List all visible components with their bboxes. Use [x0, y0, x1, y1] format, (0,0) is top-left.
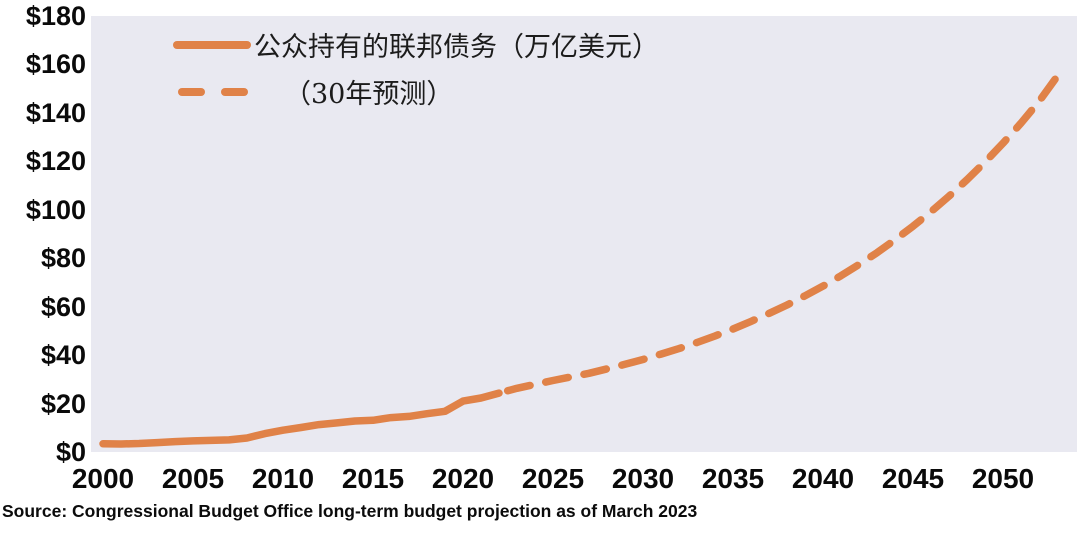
debt-lines-svg	[99, 72, 1061, 448]
x-tick-label: 2005	[161, 463, 225, 494]
y-tick-label: $80	[40, 243, 86, 274]
x-tick-label: 2020	[431, 463, 495, 494]
y-tick-label: $40	[40, 340, 86, 371]
legend-label-historical: 公众持有的联邦债务（万亿美元）	[254, 32, 659, 63]
legend-label-projection: （30年预测）	[284, 79, 454, 110]
y-axis: $0 $20 $40 $60 $80 $100 $120 $140 $160 $180	[0, 0, 86, 533]
legend-item-historical: 公众持有的联邦债务（万亿美元）	[173, 21, 659, 68]
x-tick-label: 2000	[71, 463, 135, 494]
y-tick-label: $60	[40, 291, 86, 322]
y-tick-label: $100	[25, 194, 86, 225]
y-tick-label: $140	[25, 97, 86, 128]
legend-item-projection: （30年预测）	[173, 68, 659, 115]
x-tick-label: 2050	[971, 463, 1035, 494]
solid-line-swatch	[173, 40, 251, 49]
x-tick-label: 2035	[701, 463, 765, 494]
historical-debt-line	[99, 389, 503, 448]
x-tick-label: 2025	[521, 463, 585, 494]
x-tick-label: 2015	[341, 463, 405, 494]
x-axis: 2000 2005 2010 2015 2020 2025 2030 2035 2040 2045…	[0, 462, 1080, 498]
y-tick-label: $180	[25, 1, 86, 31]
dashed-line-swatch	[178, 87, 248, 96]
y-tick-label: $160	[25, 49, 86, 80]
legend: 公众持有的联邦债务（万亿美元） （30年预测）	[173, 21, 659, 115]
source-note: Source: Congressional Budget Office long…	[2, 501, 698, 521]
x-tick-label: 2045	[881, 463, 945, 494]
projection-debt-line	[495, 72, 1061, 397]
y-tick-label: $120	[25, 146, 86, 177]
y-tick-label: $20	[40, 388, 86, 419]
y-tick-label: $0	[55, 437, 86, 467]
x-tick-label: 2010	[251, 463, 315, 494]
x-tick-label: 2030	[611, 463, 675, 494]
x-tick-label: 2040	[791, 463, 855, 494]
plot-area: 公众持有的联邦债务（万亿美元） （30年预测）	[91, 16, 1077, 452]
